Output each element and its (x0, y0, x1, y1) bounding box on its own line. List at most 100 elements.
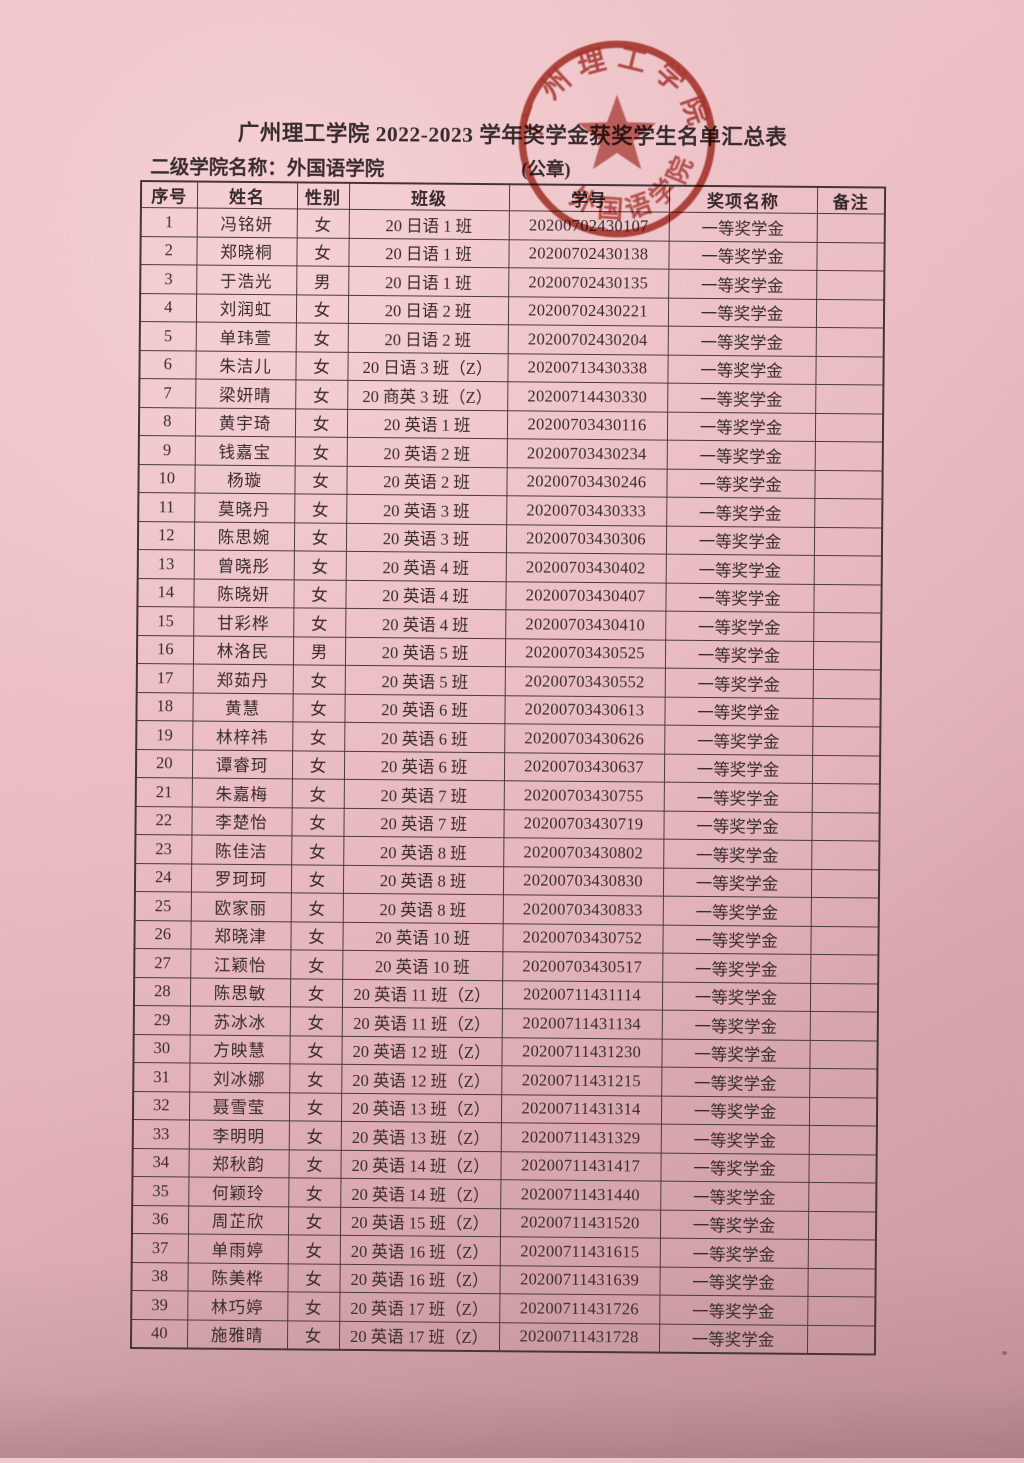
cell-class: 20 商英 3 班（Z） (347, 380, 508, 411)
cell-remark (813, 583, 882, 614)
cell-remark (814, 498, 883, 528)
cell-gender: 女 (292, 721, 345, 751)
cell-gender: 女 (295, 351, 348, 381)
cell-name: 曾晓彤 (193, 550, 294, 580)
cell-gender: 女 (295, 322, 348, 352)
cell-student-id: 20200702430135 (508, 267, 669, 298)
cell-no: 28 (133, 977, 191, 1006)
cell-gender: 女 (290, 892, 343, 922)
cell-student-id: 20200714430330 (507, 381, 668, 412)
cell-name: 于浩光 (196, 265, 297, 295)
cell-student-id: 20200703430333 (506, 495, 667, 526)
cell-name: 江颖怡 (190, 949, 291, 979)
cell-award: 一等奖学金 (666, 468, 815, 499)
cell-no: 12 (137, 521, 195, 551)
cell-award: 一等奖学金 (667, 383, 816, 413)
cell-no: 16 (136, 635, 194, 665)
cell-award: 一等奖学金 (660, 1181, 809, 1211)
cell-gender: 女 (291, 807, 344, 837)
cell-class: 20 日语 2 班 (347, 323, 508, 354)
cell-award: 一等奖学金 (658, 1323, 808, 1354)
cell-remark (816, 241, 885, 272)
cell-no: 4 (139, 293, 197, 323)
cell-student-id: 20200703430525 (504, 638, 666, 669)
cell-no: 8 (138, 407, 196, 437)
cell-remark (812, 669, 881, 699)
cell-no: 31 (133, 1062, 190, 1092)
cell-award: 一等奖学金 (665, 582, 814, 613)
cell-award: 一等奖学金 (663, 782, 812, 812)
cell-award: 一等奖学金 (659, 1266, 808, 1297)
cell-student-id: 20200711431440 (500, 1179, 661, 1210)
cell-gender: 女 (288, 1177, 341, 1207)
cell-gender: 男 (296, 265, 349, 295)
table-row: 40 施雅晴女 20 英语 17 班（Z） 20200711431728 一等奖学金 (130, 1318, 876, 1355)
cell-gender: 女 (294, 493, 347, 523)
cell-student-id: 20200703430613 (504, 695, 665, 726)
cell-student-id: 20200711431726 (499, 1293, 660, 1324)
cell-class: 20 英语 12 班（Z） (341, 1035, 502, 1066)
cell-remark (811, 783, 880, 813)
column-header: 姓名 (196, 181, 298, 209)
cell-gender: 女 (287, 1263, 340, 1293)
paper-speck (1002, 1351, 1007, 1355)
cell-class: 20 英语 10 班 (342, 921, 503, 952)
cell-name: 罗珂珂 (190, 863, 292, 893)
cell-name: 冯铭妍 (196, 208, 297, 238)
cell-remark (816, 270, 885, 300)
cell-gender: 男 (292, 636, 346, 666)
cell-no: 34 (132, 1148, 189, 1177)
cell-no: 20 (135, 749, 193, 779)
cell-class: 20 英语 6 班 (344, 693, 505, 724)
cell-student-id: 20200703430752 (502, 923, 663, 954)
cell-remark (814, 412, 884, 443)
cell-name: 郑茹丹 (192, 664, 293, 694)
cell-class: 20 英语 8 班 (342, 864, 504, 895)
cell-no: 6 (139, 350, 196, 380)
cell-name: 杨璇 (194, 464, 295, 494)
cell-remark (806, 1324, 876, 1355)
cell-award: 一等奖学金 (659, 1209, 809, 1240)
cell-remark (813, 526, 883, 557)
cell-no: 19 (136, 720, 193, 750)
cell-gender: 女 (292, 693, 345, 723)
cell-gender: 女 (288, 1120, 341, 1150)
cell-no: 21 (135, 777, 192, 807)
cell-no: 23 (135, 834, 192, 864)
cell-remark (812, 726, 881, 756)
cell-student-id: 20200711431639 (499, 1265, 660, 1296)
cell-no: 7 (139, 378, 196, 408)
column-header: 性别 (296, 182, 350, 210)
cell-name: 莫晓丹 (194, 493, 295, 523)
official-seal-stamp: 广州理工学院 外国语学院 (517, 40, 716, 238)
cell-award: 一等奖学金 (667, 354, 816, 385)
cell-class: 20 日语 1 班 (348, 209, 509, 240)
cell-award: 一等奖学金 (661, 1010, 810, 1040)
cell-remark (815, 298, 885, 329)
cell-class: 20 英语 10 班 (342, 950, 503, 981)
cell-remark (809, 982, 879, 1013)
cell-student-id: 20200703430802 (503, 837, 664, 868)
cell-award: 一等奖学金 (661, 981, 811, 1012)
cell-name: 陈晓妍 (193, 578, 294, 608)
cell-name: 梁妍晴 (195, 379, 296, 409)
cell-remark (814, 469, 883, 500)
cell-student-id: 20200703430833 (502, 894, 663, 925)
cell-student-id: 20200703430830 (502, 866, 664, 897)
cell-award: 一等奖学金 (667, 326, 816, 356)
cell-no: 13 (137, 549, 194, 579)
cell-award: 一等奖学金 (666, 497, 815, 527)
cell-student-id: 20200703430719 (503, 809, 664, 840)
cell-gender: 女 (294, 408, 348, 438)
cell-gender: 女 (293, 607, 346, 637)
cell-remark (807, 1267, 876, 1297)
cell-award: 一等奖学金 (663, 839, 812, 869)
cell-no: 25 (134, 891, 191, 921)
cell-name: 郑晓桐 (196, 236, 297, 266)
cell-gender: 女 (291, 835, 344, 865)
cell-student-id: 20200703430410 (505, 609, 666, 640)
cell-name: 李楚怡 (191, 806, 292, 836)
cell-no: 30 (133, 1034, 190, 1063)
cell-name: 单玮萱 (195, 322, 296, 352)
